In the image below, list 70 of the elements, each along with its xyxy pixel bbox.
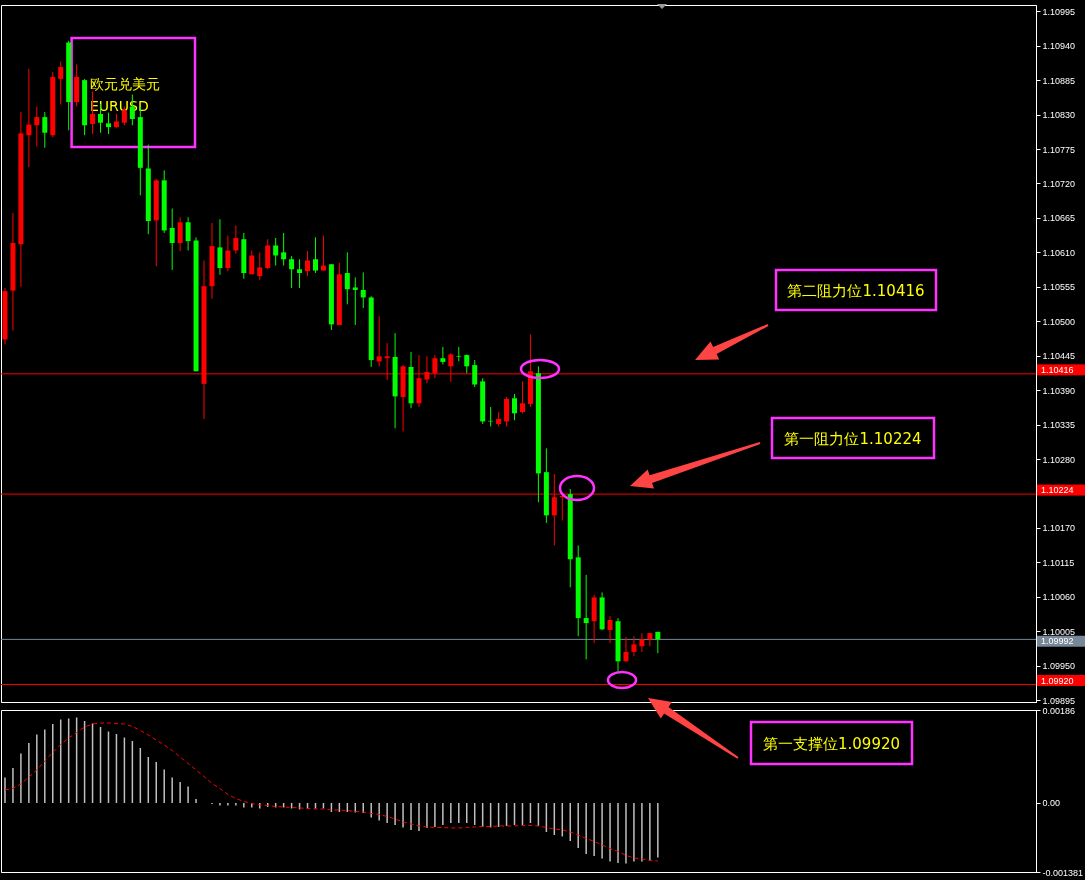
y-tick-label: 1.10445 (1042, 351, 1076, 362)
y-tick-label: 1.10280 (1042, 454, 1076, 465)
annotation: 第一阻力位1.10224 (784, 429, 922, 448)
candlestick (583, 574, 589, 660)
y-tick-label: 1.10005 (1042, 626, 1076, 637)
y-tick-label: 1.10390 (1042, 385, 1076, 396)
candlestick (631, 635, 637, 657)
candlestick (273, 237, 279, 267)
ref-line-label: 1.10224 (1041, 485, 1074, 496)
candlestick (376, 315, 382, 367)
candlestick (305, 250, 311, 277)
candlestick (312, 236, 318, 274)
y-tick-label: 1.10170 (1042, 523, 1076, 534)
candlestick (607, 615, 613, 644)
candlestick (320, 234, 326, 272)
candlestick (169, 208, 175, 271)
y-tick-label: 0.00186 (1042, 705, 1076, 716)
y-tick-label: 1.10665 (1042, 213, 1076, 224)
candlestick (360, 271, 366, 309)
candlestick (34, 105, 40, 148)
annotation: 第一支撑位1.09920 (762, 734, 901, 753)
y-tick-label: 1.09950 (1042, 661, 1076, 672)
annotation: 第二阻力位1.10416 (787, 281, 925, 300)
candlestick (519, 380, 525, 414)
candlestick (344, 251, 350, 305)
candlestick (591, 594, 597, 644)
y-tick-label: 1.10115 (1042, 557, 1075, 568)
candlestick (58, 60, 64, 106)
y-tick-label: 1.10335 (1042, 420, 1076, 431)
y-tick-label: 1.10775 (1042, 144, 1076, 155)
y-tick-label: 1.10720 (1042, 178, 1076, 189)
candlestick (265, 238, 271, 270)
y-tick-label: 1.10555 (1042, 282, 1076, 293)
candlestick (233, 224, 239, 255)
y-tick-label: 1.10500 (1042, 316, 1076, 327)
y-tick-label: 0.00 (1042, 798, 1061, 809)
candlestick (440, 346, 446, 365)
y-tick-label: 1.10060 (1042, 592, 1076, 603)
candlestick (289, 255, 295, 289)
y-tick-label: 1.10610 (1042, 247, 1076, 258)
line-series (4, 722, 659, 862)
candlestick (217, 218, 223, 276)
candlestick (456, 346, 462, 362)
candlestick (297, 258, 303, 289)
ref-line-label: 1.09992 (1041, 636, 1074, 647)
y-tick-label: 1.10885 (1042, 75, 1076, 86)
candlestick (504, 396, 510, 427)
candlestick (464, 353, 470, 374)
candlestick (623, 636, 629, 663)
candlestick (352, 276, 358, 326)
ref-line-label: 1.09920 (1041, 675, 1074, 686)
candlestick (257, 251, 263, 281)
candlestick (512, 393, 518, 421)
y-tick-label: 1.10995 (1042, 6, 1076, 17)
candlestick (281, 232, 287, 267)
y-tick-label: 1.10940 (1042, 41, 1076, 52)
candlestick (225, 234, 231, 272)
text: 欧元兑美元 (90, 76, 160, 92)
candlestick (647, 632, 653, 647)
y-tick-label: -0.001381 (1042, 867, 1084, 878)
candlestick (472, 359, 478, 388)
candlestick (639, 632, 645, 653)
candlestick (42, 111, 48, 149)
candlestick (185, 216, 191, 251)
ref-line-label: 1.10416 (1041, 364, 1074, 375)
y-tick-label: 1.10830 (1042, 110, 1076, 121)
y-tick-label: 1.09895 (1042, 695, 1076, 706)
candlestick (26, 68, 32, 168)
candlestick (177, 216, 183, 252)
candlestick (105, 112, 111, 135)
